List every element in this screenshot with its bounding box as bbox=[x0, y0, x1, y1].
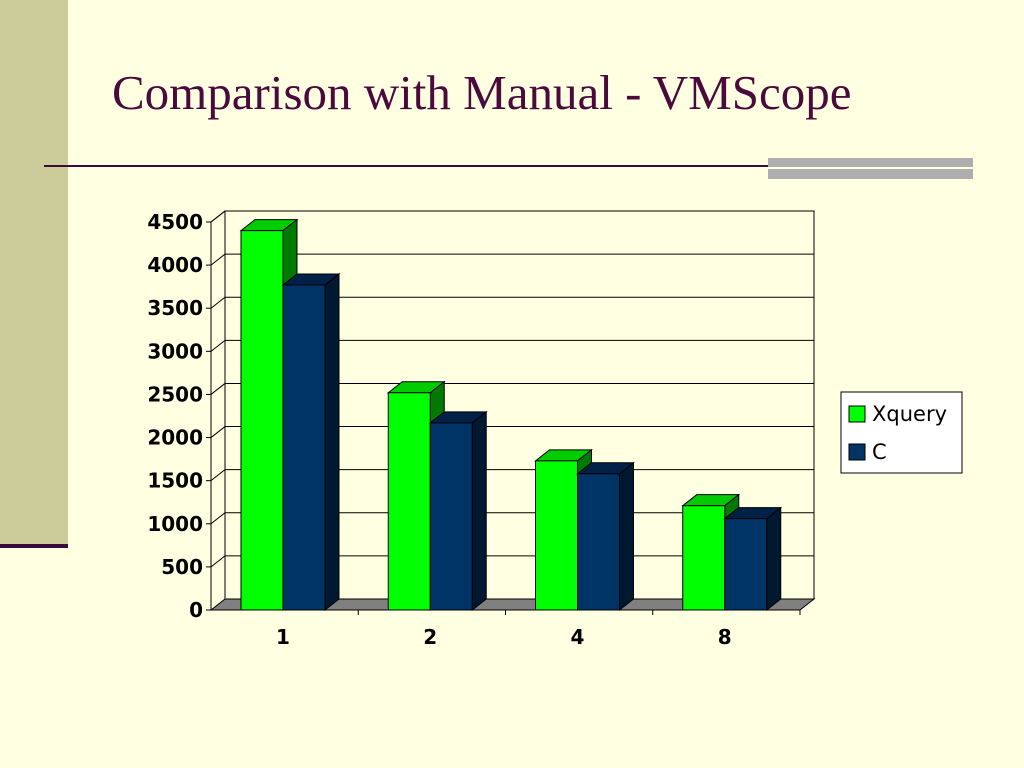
accent-bar bbox=[768, 158, 973, 179]
bar-c bbox=[429, 422, 473, 611]
y-tick-label: 2000 bbox=[147, 426, 203, 450]
x-tick-label: 8 bbox=[718, 625, 732, 649]
y-tick-label: 1500 bbox=[147, 469, 203, 493]
bar-side-c bbox=[471, 410, 487, 612]
y-tick-label: 2500 bbox=[147, 382, 203, 406]
gridline-side bbox=[210, 555, 226, 568]
y-tick-label: 4000 bbox=[147, 253, 203, 277]
legend-label-c: C bbox=[872, 440, 887, 464]
bar-xquery bbox=[682, 505, 726, 611]
legend-label-xquery: Xquery bbox=[872, 402, 947, 426]
bar-side-c bbox=[324, 272, 340, 612]
gridline-side bbox=[210, 253, 226, 266]
bar-c bbox=[724, 518, 768, 611]
title-underline bbox=[44, 165, 972, 167]
bar-side-c bbox=[766, 506, 782, 612]
bar-side-c bbox=[619, 461, 634, 612]
bar-xquery bbox=[240, 230, 284, 611]
legend-swatch-c bbox=[848, 443, 866, 461]
x-tick-label: 2 bbox=[423, 625, 437, 649]
x-tick-label: 4 bbox=[571, 625, 585, 649]
y-tick-label: 3000 bbox=[147, 339, 203, 363]
bar-c bbox=[577, 473, 620, 611]
y-tick-label: 4500 bbox=[147, 210, 203, 234]
gridline-side bbox=[210, 426, 226, 438]
legend-swatch-xquery bbox=[848, 405, 866, 423]
y-tick-label: 3500 bbox=[147, 296, 203, 320]
bar-xquery bbox=[535, 460, 578, 611]
y-tick-label: 0 bbox=[189, 598, 203, 622]
left-decor-rule bbox=[0, 544, 68, 548]
left-decor-band bbox=[0, 0, 68, 545]
gridline-side bbox=[210, 339, 226, 352]
y-tick-label: 1000 bbox=[147, 512, 203, 536]
x-tick-label: 1 bbox=[276, 625, 290, 649]
bar-c bbox=[282, 284, 326, 611]
slide-title: Comparison with Manual - VMScope bbox=[112, 65, 852, 120]
gridline-side bbox=[210, 210, 226, 223]
gridline-side bbox=[210, 512, 226, 525]
gridline-side bbox=[210, 383, 226, 395]
y-tick-label: 500 bbox=[161, 555, 203, 579]
bar-xquery bbox=[387, 392, 431, 611]
gridline-side bbox=[210, 296, 226, 309]
gridline-side bbox=[210, 469, 226, 482]
